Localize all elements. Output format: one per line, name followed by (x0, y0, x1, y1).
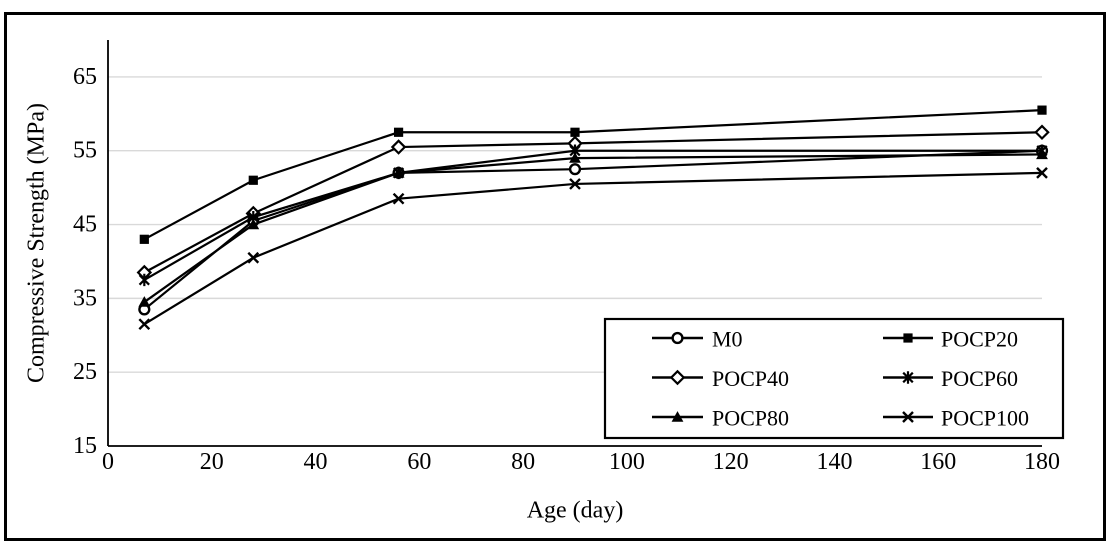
marker-triangle-filled (392, 166, 405, 178)
legend-label-M0: M0 (712, 327, 743, 352)
legend-item-POCP40: POCP40 (652, 366, 789, 391)
y-tick-label: 35 (73, 285, 97, 311)
series-line-POCP100 (143, 171, 1043, 326)
series-M0 (138, 144, 1049, 316)
marker-triangle-filled (569, 152, 581, 163)
marker-x (392, 192, 405, 205)
marker-square-filled (393, 127, 404, 137)
legend-label-POCP100: POCP100 (941, 406, 1029, 431)
series-line-POCP20 (143, 109, 1043, 241)
series-POCP40 (136, 124, 1050, 281)
marker-asterisk (902, 371, 914, 384)
x-tick-label: 140 (816, 449, 852, 475)
marker-square-filled (570, 127, 580, 137)
marker-x (247, 251, 260, 264)
legend-item-POCP60: POCP60 (883, 366, 1018, 391)
x-tick-label: 120 (713, 449, 749, 475)
marker-square-filled (1037, 105, 1047, 115)
x-tick-label: 40 (304, 449, 328, 475)
marker-square-filled (248, 175, 258, 185)
marker-triangle-filled (247, 218, 260, 230)
legend-label-POCP80: POCP80 (712, 406, 789, 431)
legend-item-M0: M0 (652, 327, 743, 352)
marker-circle-open (568, 163, 582, 176)
marker-diamond-open (1034, 124, 1050, 141)
x-tick-label: 20 (200, 449, 224, 475)
marker-triangle-filled (1036, 148, 1048, 160)
series-line-POCP40 (143, 131, 1043, 274)
x-tick-label: 60 (407, 449, 431, 475)
legend-item-POCP80: POCP80 (652, 406, 789, 431)
series-line-M0 (143, 149, 1043, 311)
marker-diamond-open (390, 139, 407, 155)
series-POCP20 (139, 105, 1047, 244)
y-tick-label: 45 (73, 212, 97, 238)
legend-label-POCP60: POCP60 (941, 366, 1018, 391)
series-POCP80 (138, 148, 1048, 307)
marker-triangle-filled (671, 411, 684, 422)
y-tick-label: 65 (73, 64, 97, 90)
legend: M0 POCP20 POCP40 POCP60 POCP80 POCP100 (603, 317, 1065, 440)
marker-triangle-filled (138, 296, 151, 307)
series-POCP100 (138, 167, 1048, 331)
x-tick-label: 160 (920, 449, 956, 475)
marker-x (1036, 167, 1048, 179)
legend-item-POCP20: POCP20 (883, 327, 1018, 352)
marker-x (902, 411, 914, 423)
marker-diamond-open (669, 369, 686, 386)
x-tick-label: 80 (511, 449, 535, 475)
marker-asterisk (138, 273, 150, 287)
x-tick-label: 180 (1024, 449, 1060, 475)
legend-item-POCP100: POCP100 (883, 406, 1029, 431)
y-tick-label: 15 (73, 433, 97, 459)
chart-outer-border (4, 12, 1106, 541)
marker-square-filled (139, 234, 149, 244)
y-tick-label: 25 (73, 359, 97, 385)
legend-label-POCP20: POCP20 (941, 327, 1018, 352)
marker-x (138, 318, 151, 331)
marker-square-filled (903, 333, 913, 343)
marker-x (569, 178, 581, 190)
x-axis-title: Age (day) (526, 497, 624, 524)
marker-circle-open (671, 331, 684, 345)
legend-label-POCP40: POCP40 (712, 366, 789, 391)
x-tick-label: 100 (609, 449, 645, 475)
x-tick-label: 0 (102, 449, 114, 475)
series-POCP60 (138, 144, 1048, 287)
y-axis-title: Compressive Strength (MPa) (23, 103, 50, 383)
y-tick-label: 55 (73, 138, 97, 164)
